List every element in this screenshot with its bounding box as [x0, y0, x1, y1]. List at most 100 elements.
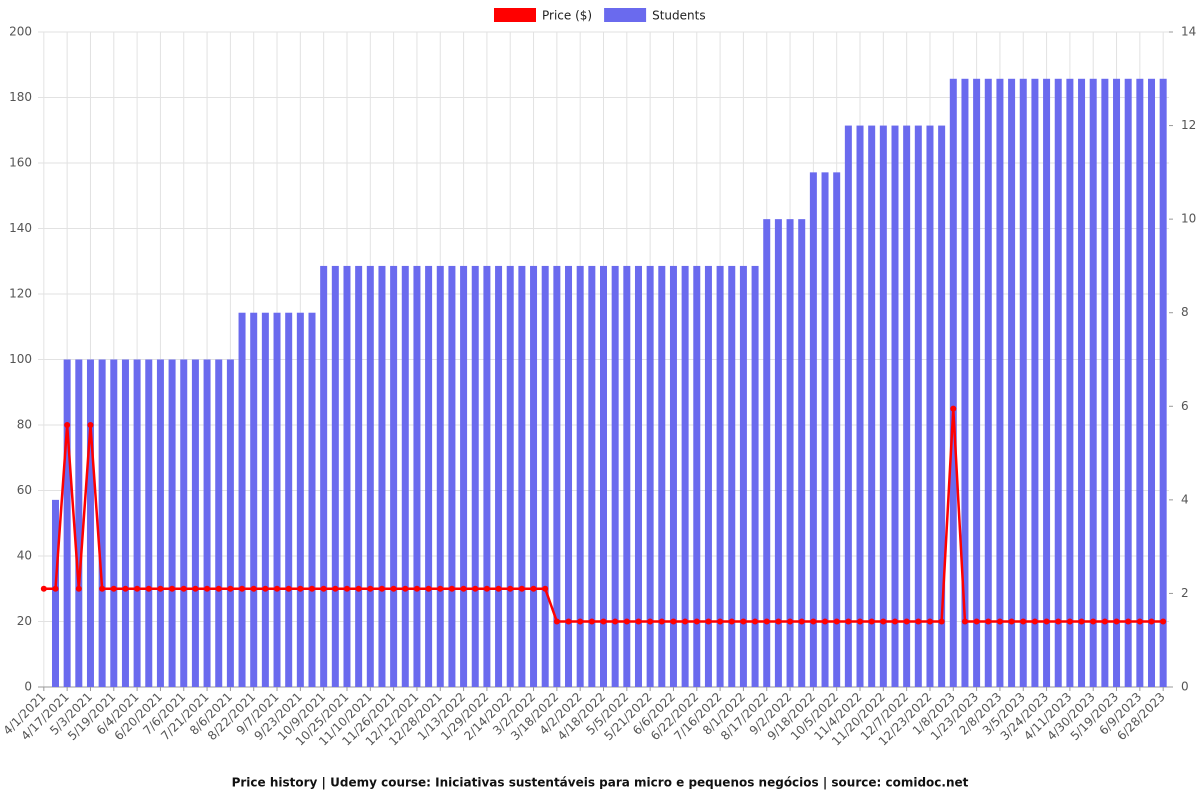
bar	[1008, 78, 1016, 688]
price-point	[717, 618, 724, 625]
bar	[774, 219, 782, 687]
y-tick-label: 80	[17, 418, 32, 432]
price-point	[320, 585, 327, 592]
price-point	[1043, 618, 1050, 625]
bar	[63, 359, 71, 687]
y2-tick-label: 4	[1181, 492, 1189, 506]
price-point	[588, 618, 595, 625]
price-point	[262, 585, 269, 592]
bar	[809, 172, 817, 687]
price-point	[297, 585, 304, 592]
y-tick-label: 140	[9, 221, 32, 235]
price-point	[810, 618, 817, 625]
bar	[296, 312, 304, 687]
bar	[553, 265, 561, 687]
price-point	[239, 585, 246, 592]
bar	[238, 312, 246, 687]
price-point	[623, 618, 630, 625]
bar	[1136, 78, 1144, 688]
bar	[331, 265, 339, 687]
y2-tick-label: 12	[1181, 118, 1196, 132]
price-point	[169, 585, 176, 592]
price-point	[1078, 618, 1085, 625]
bar	[926, 125, 934, 688]
bar	[425, 265, 433, 687]
bar	[914, 125, 922, 688]
bar	[180, 359, 188, 687]
price-point	[402, 585, 409, 592]
legend-swatch	[494, 8, 536, 22]
bar	[576, 265, 584, 687]
price-point	[483, 585, 490, 592]
bar	[1054, 78, 1062, 688]
y2-tick-label: 10	[1181, 212, 1196, 226]
price-point	[87, 422, 94, 428]
bar	[1124, 78, 1132, 688]
price-point	[204, 585, 211, 592]
bar	[984, 78, 992, 688]
legend-label: Price ($)	[542, 9, 592, 23]
bar	[530, 265, 538, 687]
bar	[460, 265, 468, 687]
bar	[401, 265, 409, 687]
price-point	[1066, 618, 1073, 625]
bar	[203, 359, 211, 687]
bar	[611, 265, 619, 687]
bar	[495, 265, 503, 687]
price-point	[343, 585, 350, 592]
bar	[343, 265, 351, 687]
price-point	[507, 585, 514, 592]
price-point	[553, 618, 560, 625]
y-tick-label: 100	[9, 352, 32, 366]
legend-label: Students	[652, 9, 706, 23]
y2-tick-label: 8	[1181, 305, 1189, 319]
bar	[145, 359, 153, 687]
price-point	[145, 585, 152, 592]
bar	[693, 265, 701, 687]
price-point	[903, 618, 910, 625]
bar	[273, 312, 281, 687]
price-point	[647, 618, 654, 625]
price-point	[798, 618, 805, 625]
price-point	[134, 585, 141, 592]
price-point	[752, 618, 759, 625]
bar	[75, 359, 83, 687]
price-point	[367, 585, 374, 592]
bar	[110, 359, 118, 687]
bar	[378, 265, 386, 687]
bar	[390, 265, 398, 687]
bar	[121, 359, 129, 687]
price-point	[472, 585, 479, 592]
price-point	[845, 618, 852, 625]
price-point	[1020, 618, 1027, 625]
price-point	[880, 618, 887, 625]
price-point	[693, 618, 700, 625]
price-point	[75, 585, 82, 592]
price-point	[1113, 618, 1120, 625]
bar	[763, 219, 771, 687]
price-point	[437, 585, 444, 592]
price-point	[1125, 618, 1132, 625]
bar	[658, 265, 666, 687]
bar	[681, 265, 689, 687]
legend-swatch	[604, 8, 647, 22]
price-point	[728, 618, 735, 625]
price-point	[52, 585, 59, 592]
price-point	[448, 585, 455, 592]
price-point	[996, 618, 1003, 625]
bar	[168, 359, 176, 687]
price-point	[122, 585, 129, 592]
bar	[1159, 78, 1167, 688]
bar	[669, 265, 677, 687]
price-point	[915, 618, 922, 625]
price-point	[973, 618, 980, 625]
bar	[1089, 78, 1097, 688]
price-point	[460, 585, 467, 592]
price-point	[250, 585, 257, 592]
price-point	[355, 585, 362, 592]
bar	[879, 125, 887, 688]
bar	[833, 172, 841, 687]
price-point	[1090, 618, 1097, 625]
bar	[891, 125, 899, 688]
bar	[98, 359, 106, 687]
